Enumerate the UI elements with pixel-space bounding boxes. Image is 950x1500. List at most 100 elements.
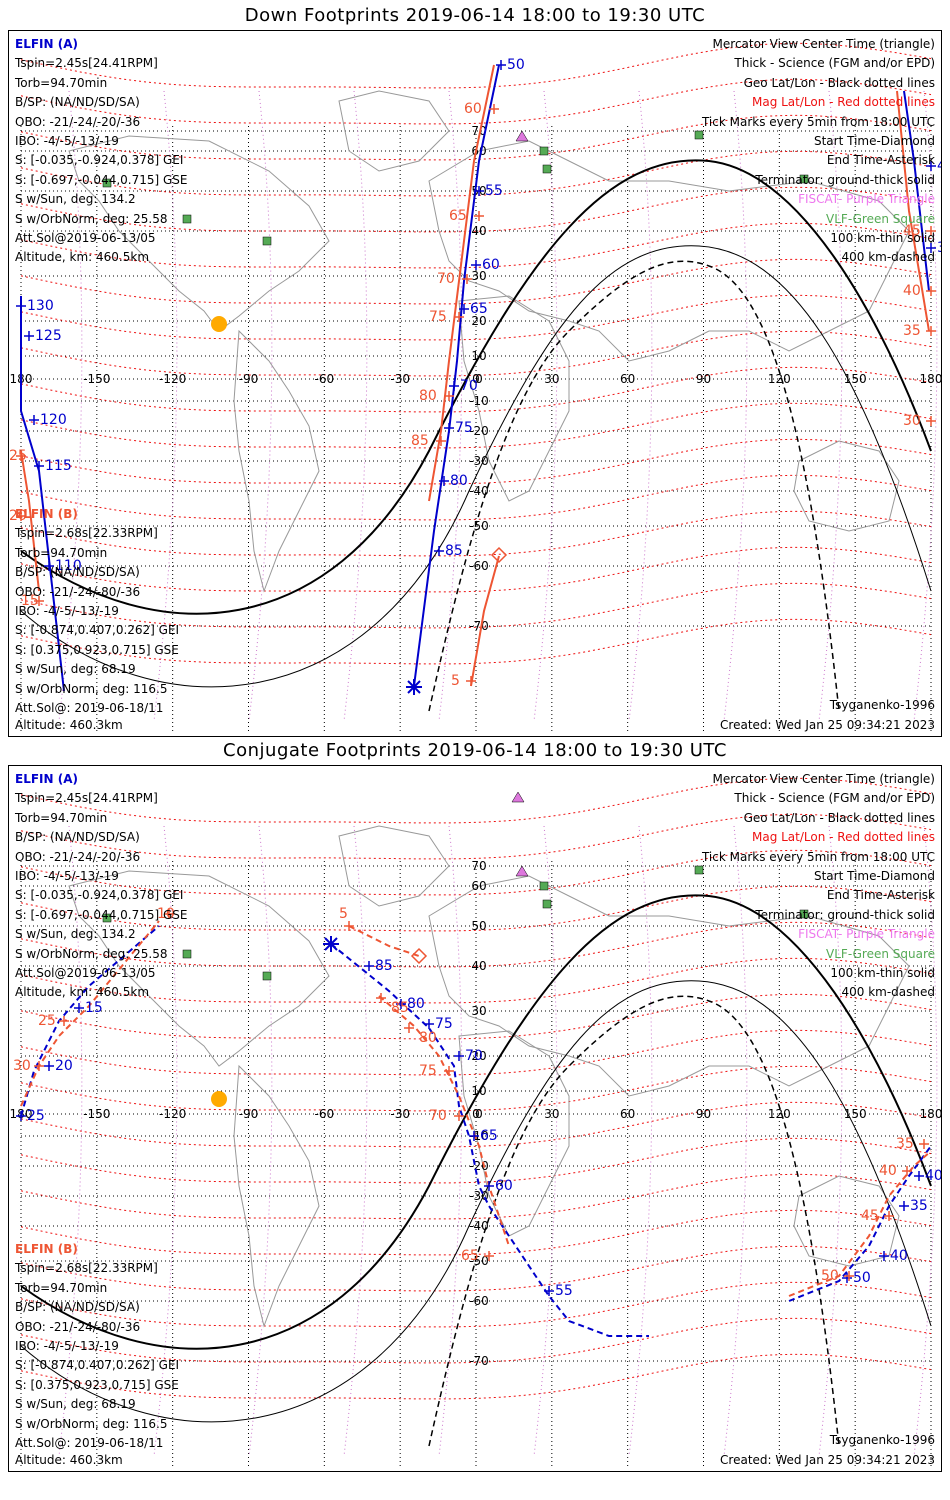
tick-label: 75	[419, 1063, 437, 1079]
footprint-track	[428, 64, 495, 502]
legend-item: FISCAT- Purple Triangle	[798, 192, 935, 207]
tick-label: 30	[13, 1058, 31, 1074]
tick-label: 30	[903, 413, 921, 429]
coastline	[428, 875, 910, 1097]
legend: Mercator View Center Time (triangle) Thi…	[702, 35, 935, 268]
lat-label: 30	[471, 1004, 486, 1018]
terminator-400km	[428, 995, 840, 1447]
lat-label: -40	[469, 484, 489, 498]
sat-b-name: ELFIN (B)	[15, 1242, 78, 1256]
sat-a-info: ELFIN (A) Tspin=2.45s[24.41RPM] Torb=94.…	[15, 770, 188, 1003]
legend-item: Mercator View Center Time (triangle)	[712, 772, 935, 786]
tick-label: 40	[903, 283, 921, 299]
mag-lon-line	[343, 825, 368, 1457]
sat-a-line: OBO: -21/-24/-20/-36	[15, 849, 141, 864]
mag-lon-line	[913, 825, 938, 1457]
model-label: Tsyganenko-1996	[829, 1433, 935, 1447]
lat-label: 40	[471, 959, 486, 973]
vlf-square-icon	[694, 865, 704, 875]
lat-label: -20	[469, 424, 489, 438]
legend-item: 400 km-dashed	[841, 250, 935, 265]
footprint-track	[788, 1145, 932, 1302]
sat-b-line: S w/OrbNorm, deg: 116.5	[15, 1416, 168, 1431]
lat-label: -20	[469, 1159, 489, 1173]
lon-label: 180	[920, 1107, 941, 1121]
tick-label: 65	[461, 1248, 479, 1264]
footprint-track	[413, 64, 500, 687]
sat-b-line: S: [-0.874,0.407,0.262] GEI	[15, 1358, 180, 1373]
mag-lon-line	[58, 90, 83, 722]
terminator-100km	[20, 245, 932, 688]
terminator-ground	[20, 894, 932, 1350]
lon-label: -90	[239, 1107, 259, 1121]
lon-label: 60	[620, 1107, 635, 1121]
lat-label: 70	[471, 124, 486, 138]
sat-b-line: S: [0.375,0.923,0.715] GSE	[15, 1377, 179, 1392]
lon-label: -60	[315, 1107, 335, 1121]
vlf-square-icon	[182, 949, 192, 959]
tick-label: 35	[937, 240, 941, 256]
legend-item: Geo Lat/Lon - Black dotted lines	[743, 75, 935, 90]
sat-a-line: S w/OrbNorm, deg: 25.58	[15, 211, 168, 226]
lon-label: -120	[159, 1107, 186, 1121]
legend-item: End Time-Asterisk	[826, 888, 935, 903]
fiscat-triangle-icon	[515, 130, 529, 142]
tick-label: 20	[9, 508, 27, 524]
lon-label: 90	[696, 372, 711, 386]
legend-item: Mag Lat/Lon - Red dotted lines	[751, 830, 935, 845]
vlf-square-icon	[262, 971, 272, 981]
footprint-track	[20, 296, 65, 692]
legend-item: VLF-Green Square	[826, 211, 935, 226]
sun-icon	[211, 316, 227, 332]
sat-b-altitude: Altitude: 460.3km	[15, 1453, 123, 1467]
vlf-square-icon	[539, 881, 549, 891]
coastline	[233, 329, 320, 593]
lat-label: 60	[471, 144, 486, 158]
conjugate-footprints-panel: 180 -150 -120 -90 -60 -30 0 30 60 90 120 150 180 70 60…	[8, 765, 942, 1472]
mag-lon-line	[153, 90, 178, 722]
lon-label: -150	[83, 1107, 110, 1121]
sat-b-line: S w/Sun, deg: 68.19	[15, 662, 136, 677]
lon-label: 150	[844, 372, 867, 386]
lon-label: 30	[544, 1107, 559, 1121]
sat-b-line: IBO: -4/-5/-13/-19	[15, 603, 119, 618]
tick-label: 85	[411, 433, 429, 449]
tick-label: 75	[455, 420, 473, 436]
lat-label: -50	[469, 519, 489, 533]
legend-item: Terminator: ground-thick solid	[755, 172, 935, 187]
sat-a-line: Att.Sol@2019-06-13/05	[15, 230, 156, 245]
sat-a-line: S: [-0.035,-0.924,0.378] GEI	[15, 153, 184, 168]
end-asterisk-icon	[406, 679, 422, 695]
mag-lon-line	[58, 825, 83, 1457]
lat-label: -30	[469, 1189, 489, 1203]
lat-label: 70	[471, 859, 486, 873]
sat-a-line: IBO: -4/-5/-13/-19	[15, 133, 119, 148]
footprint-track	[788, 1150, 932, 1297]
tick-label: 20	[55, 1058, 73, 1074]
created-label: Created: Wed Jan 25 09:34:21 2023	[720, 1453, 935, 1467]
footprint-track	[20, 450, 40, 592]
tick-label: 25	[38, 1013, 56, 1029]
legend-item: Thick - Science (FGM and/or EPD)	[734, 791, 935, 806]
coastline	[338, 825, 450, 907]
legend-item: FISCAT- Purple Triangle	[798, 927, 935, 942]
sat-a-name: ELFIN (A)	[15, 772, 78, 786]
lat-label: -60	[469, 1294, 489, 1308]
lat-label: 40	[471, 224, 486, 238]
tick-label: 130	[27, 298, 54, 314]
tick-label: 40	[890, 1248, 908, 1264]
lon-label: -60	[315, 372, 335, 386]
sat-a-line: S: [-0.697,-0.044,0.715] GSE	[15, 172, 188, 187]
sat-b-line: OBO: -21/-24/-80/-36	[15, 584, 141, 599]
mag-lon-line	[438, 825, 463, 1457]
sat-b-line: B/SP: (NA/ND/SD/SA)	[15, 1300, 140, 1315]
tick-label: 15	[85, 1000, 103, 1016]
lat-label: 20	[471, 1049, 486, 1063]
tick-label: 85	[391, 1000, 409, 1016]
legend-item: VLF-Green Square	[826, 946, 935, 961]
tick-label: 75	[429, 309, 447, 325]
footprint-track	[330, 943, 649, 1337]
mag-lon-line	[343, 90, 368, 722]
lon-label: -120	[159, 372, 186, 386]
tick-label: 65	[480, 1128, 498, 1144]
